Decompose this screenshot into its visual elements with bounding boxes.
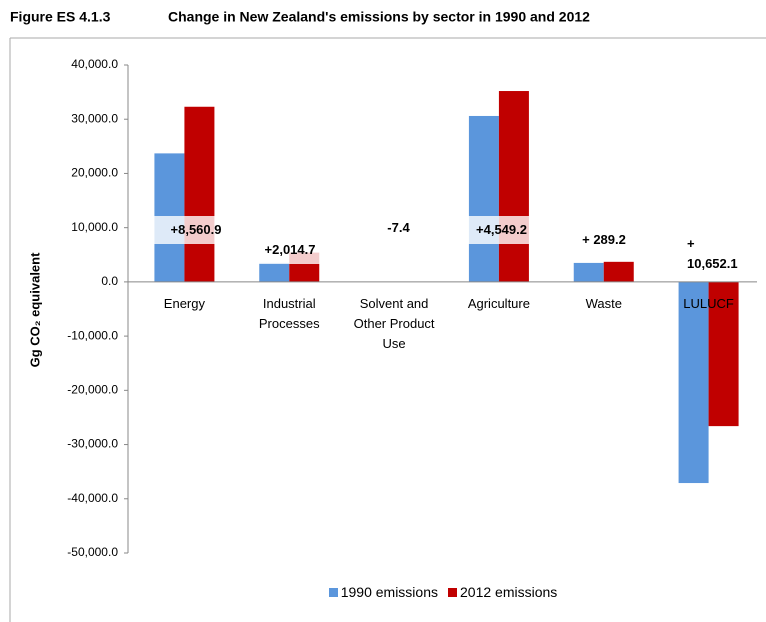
y-tick-label: 0.0 [101, 274, 118, 288]
y-tick-label: -50,000.0 [67, 545, 118, 559]
chart-title: Change in New Zealand's emissions by sec… [168, 9, 590, 25]
y-tick-label: 10,000.0 [71, 220, 118, 234]
annotation: +2,014.7 [240, 218, 340, 264]
annotation: +8,560.9 [148, 216, 244, 244]
legend-item: 2012 emissions [448, 584, 557, 600]
x-tick-label: Agriculture [467, 296, 530, 311]
y-tick-label: 20,000.0 [71, 166, 118, 180]
y-tick-label: 40,000.0 [71, 57, 118, 71]
y-tick-label: -30,000.0 [67, 437, 118, 451]
x-tick-label: Solvent and Other Product Use [353, 296, 435, 351]
bar [678, 281, 709, 484]
bar [468, 115, 499, 282]
legend-swatch [328, 587, 338, 597]
y-axis-label: Gg CO₂ equivalent [27, 252, 42, 368]
annotation: -7.4 [357, 214, 440, 242]
figure-label: Figure ES 4.1.3 [10, 9, 111, 25]
annotation: +4,549.2 [463, 216, 540, 244]
legend-label: 1990 emissions [340, 584, 438, 600]
bar [498, 91, 529, 282]
y-tick-label: -20,000.0 [67, 383, 118, 397]
legend-swatch [448, 587, 457, 597]
y-tick-label: -10,000.0 [67, 328, 118, 342]
y-tick-label: 30,000.0 [71, 111, 118, 125]
x-tick-label: LULUCF [683, 296, 734, 311]
y-tick-label: -40,000.0 [67, 491, 118, 505]
legend: 1990 emissions 2012 emissions [0, 584, 766, 600]
legend-item: 1990 emissions [328, 584, 438, 600]
bar [708, 281, 739, 427]
bar [184, 106, 215, 282]
bar [573, 262, 604, 282]
annotation: + 289.2 [568, 226, 640, 254]
x-tick-label: Industrial Processes [258, 296, 320, 331]
legend-label: 2012 emissions [460, 584, 558, 600]
bar [603, 261, 634, 282]
bar [259, 262, 290, 282]
annotation: + 10,652.1 [665, 230, 738, 278]
x-tick-label: Waste [585, 296, 622, 311]
x-tick-label: Energy [163, 296, 205, 311]
